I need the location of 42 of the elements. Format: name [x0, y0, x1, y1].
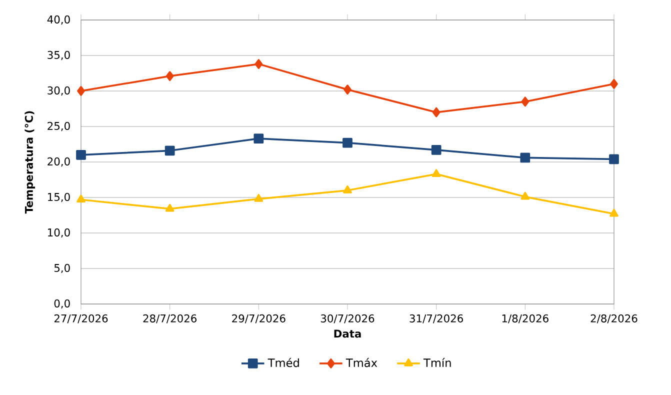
legend-label: Tmín — [423, 358, 451, 367]
x-tick-label: 29/7/2026 — [232, 314, 286, 324]
point — [432, 107, 440, 118]
point — [166, 71, 174, 82]
point — [610, 78, 618, 89]
y-tick-label: 10,0 — [48, 228, 70, 238]
point — [609, 154, 619, 164]
legend-label: Tmáx — [346, 358, 378, 368]
y-tick-label: 30,0 — [48, 86, 70, 96]
y-tick-label: 25,0 — [48, 122, 70, 132]
point — [344, 84, 352, 95]
y-tick-label: 15,0 — [48, 192, 70, 202]
point — [254, 59, 263, 69]
legend-label: Tméd — [268, 358, 299, 368]
y-tick-label: 0,0 — [54, 299, 70, 309]
x-tick-label: 28/7/2026 — [143, 314, 196, 324]
y-tick-label: 20,0 — [48, 157, 70, 167]
x-axis-title: Data — [334, 330, 361, 338]
point — [520, 152, 530, 163]
point — [343, 185, 352, 194]
point — [76, 194, 86, 203]
point — [254, 134, 264, 144]
point — [521, 96, 530, 107]
y-tick-label: 40,0 — [47, 15, 70, 25]
y-tick-label: 5,0 — [54, 264, 70, 274]
x-tick-label: 27/7/2026 — [54, 314, 108, 324]
point — [610, 208, 618, 217]
point — [165, 204, 174, 212]
point — [77, 86, 85, 96]
point — [432, 169, 441, 177]
point — [76, 150, 86, 160]
x-tick-label: 1/8/2026 — [502, 314, 548, 324]
x-tick-label: 2/8/2026 — [590, 314, 638, 324]
point — [431, 144, 442, 155]
point — [342, 138, 352, 148]
point — [164, 146, 175, 156]
x-tick-label: 30/7/2026 — [320, 314, 374, 324]
point — [254, 194, 264, 202]
x-tick-label: 31/7/2026 — [410, 314, 463, 324]
y-axis-title: Temperatura (°C) — [24, 111, 36, 214]
y-tick-label: 35,0 — [48, 50, 70, 60]
point — [520, 192, 530, 200]
